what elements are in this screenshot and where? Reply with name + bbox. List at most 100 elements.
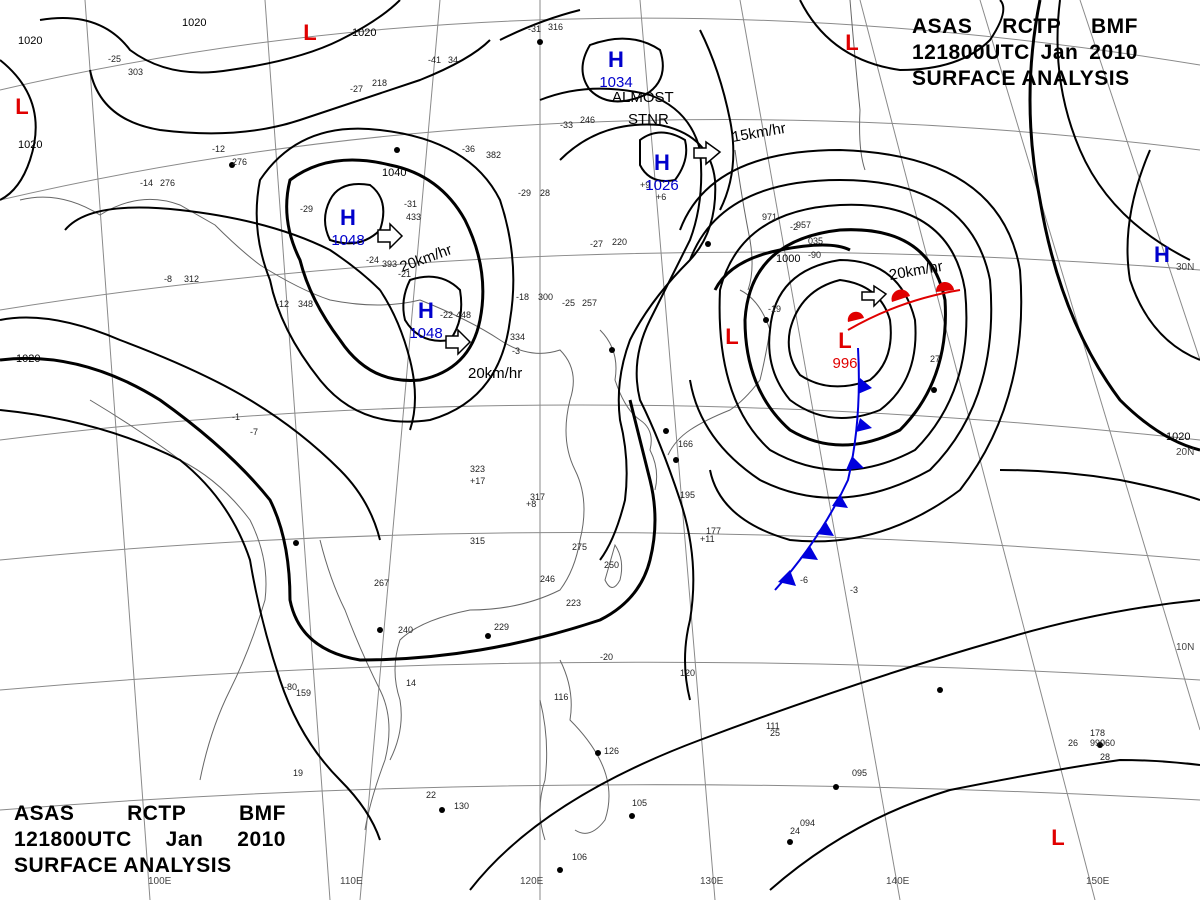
- isobar: [679, 148, 1023, 543]
- cold-front-triangle: [816, 522, 834, 536]
- longitude-line: [359, 0, 441, 900]
- central-pressure-value: 1048: [409, 325, 442, 342]
- movement-label: 15km/hr: [731, 120, 787, 146]
- station-value: +6: [656, 192, 666, 202]
- movement-arrow-icon: [377, 222, 404, 250]
- product-name: SURFACE ANALYSIS: [912, 67, 1130, 90]
- latitude-label: 20N: [1176, 447, 1194, 458]
- longitude-label: 110E: [340, 876, 363, 887]
- station-value: 433: [406, 212, 421, 222]
- coastline-taiwan: [604, 543, 623, 588]
- coastline-korea: [599, 329, 658, 491]
- movement-arrows: [377, 140, 888, 356]
- station-value: 094: [800, 818, 815, 828]
- movement-label: 20km/hr: [398, 241, 455, 276]
- station-value: -6: [800, 575, 808, 585]
- latitude-line: [0, 119, 1200, 201]
- station-value: -14: [140, 178, 153, 188]
- station-value: +17: [470, 476, 485, 486]
- station-code: RCTP: [1002, 15, 1062, 38]
- cold-front-triangle: [856, 418, 872, 432]
- isobar-label: 1020: [1166, 431, 1190, 443]
- isobar: [89, 39, 491, 135]
- station-value: 126: [604, 746, 619, 756]
- movement-label: ALMOST: [612, 89, 674, 106]
- valid-time: 121800UTC: [912, 41, 1030, 64]
- high-pressure-symbol: H: [418, 298, 434, 323]
- station-value: 116: [554, 692, 568, 702]
- coastline-kamchatka: [849, 0, 866, 171]
- latitude-line: [0, 17, 1200, 91]
- station-marker: [937, 687, 943, 693]
- station-value: 159: [296, 688, 311, 698]
- low-pressure-symbol: L: [838, 328, 851, 353]
- station-value: 316: [548, 22, 563, 32]
- station-value: 130: [454, 801, 469, 811]
- station-value: -8: [164, 274, 172, 284]
- isobar: [639, 131, 688, 182]
- cold-front-triangle: [832, 494, 848, 508]
- movement-arrow-icon: [861, 284, 888, 308]
- isobar: [559, 123, 717, 561]
- station-value: -25: [108, 54, 121, 64]
- high-pressure-symbol: H: [340, 205, 356, 230]
- longitude-label: 100E: [148, 876, 172, 887]
- coastline-philippines: [539, 659, 610, 841]
- station-value: 393: [382, 259, 397, 269]
- isobar: [0, 59, 37, 201]
- isobar-label: 1020: [18, 139, 42, 151]
- isobar: [39, 0, 401, 74]
- station-value: 267: [374, 578, 389, 588]
- latitude-line: [0, 404, 1200, 441]
- station-value: 095: [852, 768, 867, 778]
- station-value: 195: [680, 490, 695, 500]
- station-value: 26: [1068, 738, 1078, 748]
- longitude-line: [639, 0, 716, 900]
- station-value: 220: [612, 237, 627, 247]
- station-marker: [485, 633, 491, 639]
- station-value: 957: [796, 220, 811, 230]
- latitude-line: [0, 661, 1200, 691]
- isobar: [0, 316, 381, 541]
- agency-code: ASAS: [912, 15, 973, 38]
- warm-front-semicircle: [891, 289, 910, 302]
- station-value: 22: [426, 790, 436, 800]
- isobar-label: 1020: [16, 353, 40, 365]
- movement-label: 20km/hr: [468, 365, 522, 382]
- pressure-center-layer: H 1048 H 1048 H 1034 H 1026 H L L 996 L L L L: [15, 20, 1170, 850]
- station-marker: [663, 428, 669, 434]
- cold-front-triangle: [778, 570, 796, 586]
- station-value: +9: [640, 180, 650, 190]
- cold-front: [774, 347, 872, 591]
- station-value: 28: [540, 188, 550, 198]
- isobar: [743, 228, 947, 447]
- longitude-line: [84, 0, 151, 900]
- isobar: [768, 258, 917, 419]
- station-value: 250: [604, 560, 619, 570]
- isobar: [1056, 0, 1191, 261]
- station-value: 246: [540, 574, 555, 584]
- low-pressure-symbol: L: [1051, 825, 1064, 850]
- isobar-label: 1040: [382, 167, 406, 179]
- cold-front-triangle: [846, 456, 864, 470]
- station-value: 120: [680, 668, 695, 678]
- warm-front-line: [847, 289, 961, 331]
- station-value: 34: [448, 55, 458, 65]
- valid-time: 121800UTC: [14, 828, 132, 851]
- movement-arrow-icon: [445, 328, 472, 356]
- product-name: SURFACE ANALYSIS: [14, 854, 232, 877]
- station-plots: [229, 39, 1103, 873]
- agency-code: ASAS: [14, 802, 75, 825]
- station-number-layer: -25 303 -27 218 -36 382 -33 246 -31 316 -41 34 -12 27…: [108, 22, 1115, 862]
- station-value: 106: [572, 852, 587, 862]
- station-value: 990: [1090, 738, 1105, 748]
- coastline-india: [89, 399, 267, 781]
- station-value: 382: [486, 150, 501, 160]
- station-value: -27: [590, 239, 603, 249]
- high-pressure-symbol: H: [1154, 242, 1170, 267]
- station-value: -12: [212, 144, 225, 154]
- station-value: -27: [350, 84, 363, 94]
- latitude-label: 10N: [1176, 642, 1194, 653]
- isobar: [769, 758, 1200, 891]
